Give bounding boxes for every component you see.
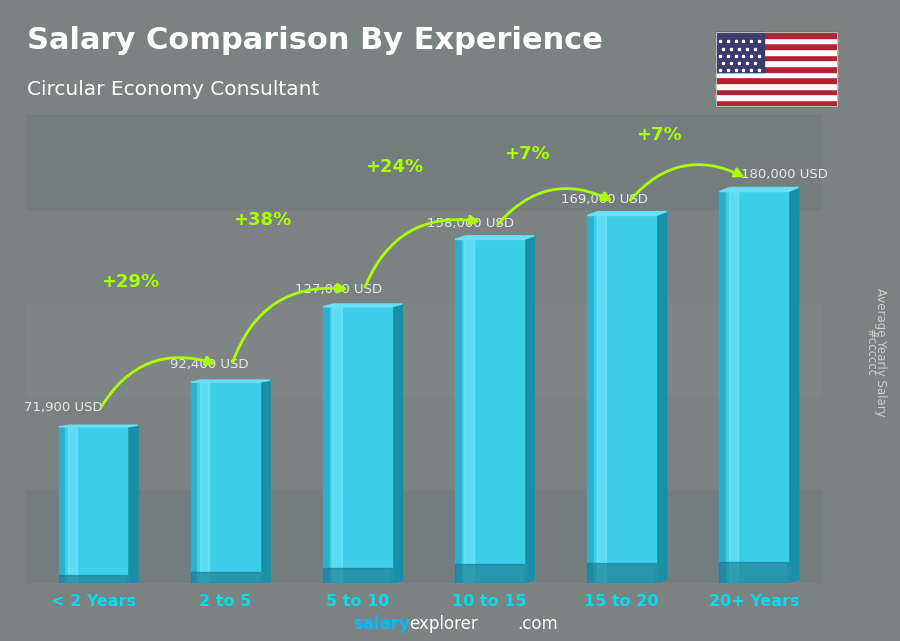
Bar bbox=[716, 44, 837, 49]
Bar bbox=[716, 83, 837, 88]
Polygon shape bbox=[726, 192, 788, 583]
Polygon shape bbox=[588, 215, 594, 583]
Polygon shape bbox=[329, 307, 392, 583]
Polygon shape bbox=[323, 304, 402, 307]
Polygon shape bbox=[323, 307, 329, 583]
Text: +29%: +29% bbox=[101, 273, 159, 291]
Polygon shape bbox=[455, 564, 524, 583]
Polygon shape bbox=[66, 427, 128, 583]
Bar bbox=[716, 38, 837, 44]
Polygon shape bbox=[323, 568, 392, 583]
Text: salary: salary bbox=[353, 615, 410, 633]
Polygon shape bbox=[68, 427, 77, 583]
Polygon shape bbox=[259, 380, 270, 583]
Bar bbox=[27, 303, 820, 396]
Bar bbox=[716, 94, 837, 100]
Text: Average Yearly Salary: Average Yearly Salary bbox=[874, 288, 886, 417]
Text: .com: .com bbox=[518, 615, 558, 633]
Polygon shape bbox=[524, 236, 535, 583]
Bar bbox=[716, 54, 837, 60]
Polygon shape bbox=[58, 575, 128, 583]
Polygon shape bbox=[464, 240, 473, 583]
Polygon shape bbox=[200, 382, 210, 583]
Text: 92,400 USD: 92,400 USD bbox=[170, 358, 248, 371]
Bar bbox=[716, 60, 837, 66]
Text: Salary Comparison By Experience: Salary Comparison By Experience bbox=[27, 26, 603, 54]
Bar bbox=[716, 78, 837, 83]
Polygon shape bbox=[719, 192, 726, 583]
Polygon shape bbox=[58, 427, 66, 583]
Polygon shape bbox=[594, 215, 656, 583]
Text: +38%: +38% bbox=[233, 210, 292, 229]
Polygon shape bbox=[729, 192, 738, 583]
Bar bbox=[716, 100, 837, 106]
Polygon shape bbox=[332, 307, 341, 583]
Polygon shape bbox=[462, 240, 524, 583]
Bar bbox=[716, 32, 764, 72]
Polygon shape bbox=[197, 382, 259, 583]
Polygon shape bbox=[719, 562, 788, 583]
Polygon shape bbox=[588, 563, 656, 583]
Polygon shape bbox=[191, 382, 197, 583]
Bar bbox=[27, 396, 820, 490]
Bar bbox=[716, 49, 837, 54]
Text: 180,000 USD: 180,000 USD bbox=[741, 168, 827, 181]
Polygon shape bbox=[455, 240, 462, 583]
Text: Circular Economy Consultant: Circular Economy Consultant bbox=[27, 80, 319, 99]
Polygon shape bbox=[191, 572, 259, 583]
Bar bbox=[27, 209, 820, 303]
Text: 158,000 USD: 158,000 USD bbox=[428, 217, 515, 229]
Bar bbox=[716, 72, 837, 78]
Polygon shape bbox=[656, 212, 667, 583]
Bar bbox=[716, 66, 837, 72]
Polygon shape bbox=[788, 187, 798, 583]
Text: 127,000 USD: 127,000 USD bbox=[295, 283, 382, 296]
Polygon shape bbox=[128, 425, 138, 583]
Text: +24%: +24% bbox=[365, 158, 423, 176]
Polygon shape bbox=[191, 380, 270, 382]
Polygon shape bbox=[455, 236, 535, 240]
Polygon shape bbox=[392, 304, 402, 583]
Polygon shape bbox=[58, 425, 138, 427]
Text: 71,900 USD: 71,900 USD bbox=[24, 401, 103, 414]
Bar bbox=[27, 115, 820, 209]
Text: #cccccc: #cccccc bbox=[865, 328, 878, 377]
Polygon shape bbox=[588, 212, 667, 215]
Bar bbox=[27, 490, 820, 583]
Bar bbox=[716, 32, 837, 38]
Text: +7%: +7% bbox=[635, 126, 681, 144]
Text: 169,000 USD: 169,000 USD bbox=[561, 193, 648, 206]
Bar bbox=[716, 88, 837, 94]
Polygon shape bbox=[597, 215, 606, 583]
Polygon shape bbox=[719, 187, 798, 192]
Text: explorer: explorer bbox=[410, 615, 478, 633]
Text: +7%: +7% bbox=[504, 146, 549, 163]
